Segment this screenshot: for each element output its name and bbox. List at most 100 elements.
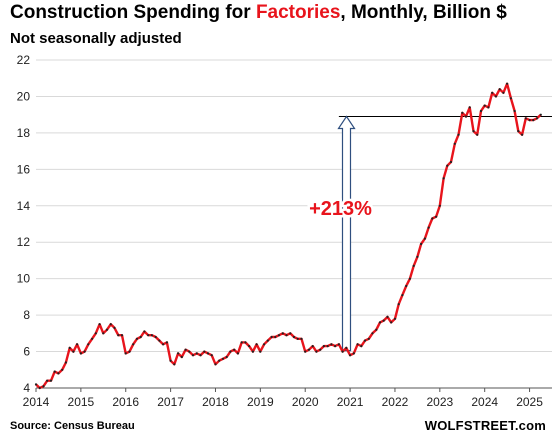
data-point xyxy=(476,133,479,136)
y-tick-label: 16 xyxy=(17,162,31,176)
data-point xyxy=(292,335,296,339)
chart-title-prefix: Construction Spending for xyxy=(10,2,256,23)
data-point xyxy=(479,109,483,113)
data-point xyxy=(363,339,367,342)
data-point xyxy=(300,337,303,340)
data-point xyxy=(509,97,512,100)
y-tick-label: 14 xyxy=(17,199,31,213)
data-point xyxy=(251,350,254,353)
x-tick-label: 2015 xyxy=(68,395,95,409)
data-point xyxy=(506,82,509,85)
data-point xyxy=(255,343,258,346)
data-point xyxy=(218,359,221,362)
data-point xyxy=(274,335,277,339)
data-point xyxy=(49,379,53,382)
data-point xyxy=(83,350,86,353)
data-point xyxy=(453,142,456,145)
y-axis-ticks: 4 6 8 10 12 14 16 18 20 22 xyxy=(17,53,31,395)
data-point xyxy=(539,113,542,116)
data-point xyxy=(513,109,516,113)
data-point xyxy=(423,237,426,240)
data-point xyxy=(214,363,217,366)
data-point xyxy=(102,332,105,335)
data-point xyxy=(397,303,400,306)
data-point xyxy=(401,294,404,297)
data-point xyxy=(535,117,539,120)
data-point xyxy=(158,339,161,342)
data-point xyxy=(124,352,127,355)
data-point xyxy=(296,337,299,340)
data-point xyxy=(169,359,172,362)
grid-lines xyxy=(36,59,552,389)
data-point xyxy=(91,337,94,340)
data-point xyxy=(68,346,71,349)
y-tick-label: 8 xyxy=(23,308,30,322)
data-point xyxy=(72,350,75,353)
data-point xyxy=(98,323,101,326)
data-point xyxy=(277,334,281,337)
data-point xyxy=(147,334,150,337)
series-markers xyxy=(34,82,542,390)
data-point xyxy=(367,337,370,340)
x-tick-label: 2017 xyxy=(157,395,184,409)
y-tick-label: 22 xyxy=(17,53,31,67)
data-point xyxy=(206,352,210,355)
data-point xyxy=(438,204,441,207)
data-point xyxy=(225,355,228,359)
data-point xyxy=(87,343,90,346)
data-point xyxy=(79,352,82,355)
data-point xyxy=(322,345,325,348)
source-note: Source: Census Bureau xyxy=(10,420,135,432)
data-point xyxy=(517,130,520,133)
data-point xyxy=(143,330,146,333)
data-point xyxy=(184,348,187,351)
data-point xyxy=(337,343,340,346)
data-point xyxy=(427,226,430,229)
data-point xyxy=(330,343,333,346)
data-point xyxy=(177,352,180,355)
x-tick-label: 2014 xyxy=(23,395,50,409)
data-point xyxy=(132,343,135,346)
data-point xyxy=(94,332,97,335)
data-point xyxy=(139,335,142,339)
data-point xyxy=(345,346,348,349)
data-point xyxy=(113,326,116,329)
data-point xyxy=(464,115,468,118)
data-point xyxy=(498,88,501,91)
x-tick-label: 2019 xyxy=(247,395,274,409)
data-point xyxy=(199,354,202,357)
data-point xyxy=(135,337,139,340)
data-point xyxy=(191,354,195,357)
data-point xyxy=(188,350,191,353)
data-point xyxy=(472,130,475,133)
y-tick-label: 4 xyxy=(23,381,30,395)
data-point xyxy=(408,277,411,280)
data-point xyxy=(61,368,64,371)
data-point xyxy=(221,357,225,360)
data-point xyxy=(180,355,183,359)
data-point xyxy=(442,177,445,180)
data-point xyxy=(150,334,153,337)
chart-subtitle: Not seasonally adjusted xyxy=(10,30,182,47)
data-point xyxy=(289,332,292,335)
y-tick-label: 12 xyxy=(17,235,31,249)
data-point xyxy=(109,323,112,326)
data-point xyxy=(449,160,453,164)
data-point xyxy=(319,348,322,351)
data-point xyxy=(195,352,198,355)
data-point xyxy=(34,383,38,386)
data-point xyxy=(528,119,531,122)
chart-title: Construction Spending for Factories, Mon… xyxy=(10,2,507,24)
data-point xyxy=(203,350,206,353)
x-tick-label: 2023 xyxy=(426,395,453,409)
data-point xyxy=(233,348,236,351)
data-point xyxy=(378,321,382,324)
data-point xyxy=(210,354,213,357)
data-point xyxy=(352,352,355,355)
data-point xyxy=(386,315,389,318)
data-point xyxy=(120,334,124,337)
data-point xyxy=(315,350,318,353)
data-point xyxy=(285,334,288,337)
data-point xyxy=(304,350,307,353)
data-point xyxy=(162,343,165,346)
